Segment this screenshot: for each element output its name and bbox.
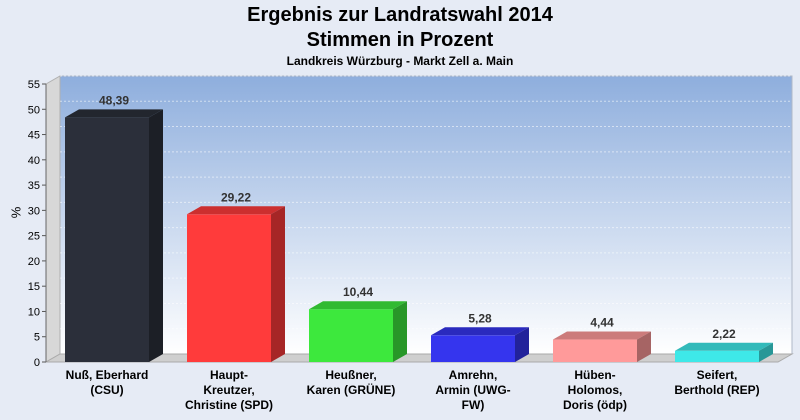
y-tick-label: 40 — [28, 155, 40, 167]
bar-value-label: 4,44 — [590, 316, 614, 330]
x-category-label-line: Seifert, — [696, 368, 738, 382]
chart-title: Ergebnis zur Landratswahl 2014 — [247, 4, 553, 26]
x-category-label: Haupt- Kreutzer, Christine (SPD) — [169, 368, 289, 413]
bar-0 — [65, 109, 163, 362]
left-wall — [45, 75, 61, 363]
x-category-label-line: Hüben- — [574, 368, 616, 382]
bar-side — [759, 342, 773, 362]
x-category-label-line: Kreutzer, — [203, 383, 255, 397]
bar-value-label: 10,44 — [343, 285, 373, 299]
bar-side — [393, 301, 407, 362]
x-category-label-line: Christine (SPD) — [184, 398, 273, 412]
x-category-label-line: Haupt- — [210, 368, 248, 382]
bar-front — [675, 350, 759, 362]
bar-front — [431, 335, 515, 362]
x-category-label-line: FW) — [461, 398, 485, 412]
y-tick-label: 0 — [34, 357, 40, 369]
x-category-label-line: Holomos, — [567, 383, 623, 397]
bar-top — [65, 109, 163, 118]
bar-front — [187, 214, 271, 362]
x-category-label: Heußner, Karen (GRÜNE) — [291, 368, 411, 398]
bar-top — [553, 331, 651, 340]
bar-top — [431, 327, 529, 336]
bar-front — [553, 339, 637, 362]
bar-side — [637, 331, 651, 362]
bar-top — [187, 206, 285, 215]
bar-value-label: 5,28 — [468, 311, 492, 325]
x-category-label-line: Doris (ödp) — [563, 398, 627, 412]
bar-5 — [675, 342, 773, 362]
bar-front — [65, 117, 149, 362]
bar-front — [309, 309, 393, 362]
y-tick-label: 35 — [28, 180, 40, 192]
y-tick-label: 20 — [28, 256, 40, 268]
x-category-label: Seifert, Berthold (REP) — [657, 368, 777, 398]
bar-value-label: 29,22 — [221, 190, 251, 204]
x-category-label: Hüben- Holomos, Doris (ödp) — [535, 368, 655, 413]
bar-1 — [187, 206, 285, 362]
y-tick-label: 45 — [28, 130, 40, 142]
x-category-label: Amrehn, Armin (UWG- FW) — [413, 368, 533, 413]
x-category-label-line: Amrehn, — [448, 368, 498, 382]
x-category-label: Nuß, Eberhard (CSU) — [47, 368, 167, 398]
y-tick-label: 5 — [34, 332, 40, 344]
chart-subtitle: Stimmen in Prozent — [306, 29, 494, 51]
bar-value-label: 2,22 — [712, 327, 736, 341]
bar-top — [675, 342, 773, 351]
y-tick-label: 50 — [28, 104, 40, 116]
y-tick-label: 25 — [28, 231, 40, 243]
bar-top — [309, 301, 407, 310]
x-category-label-line: Karen (GRÜNE) — [306, 383, 396, 397]
x-category-label-line: Berthold (REP) — [674, 383, 760, 397]
bar-value-label: 48,39 — [99, 93, 129, 107]
y-tick-label: 15 — [28, 281, 40, 293]
plot-background — [59, 75, 793, 355]
x-category-label-line: Armin (UWG- — [435, 383, 511, 397]
bar-side — [515, 327, 529, 362]
bar-side — [271, 206, 285, 362]
bar-2 — [309, 301, 407, 362]
bar-4 — [553, 331, 651, 362]
bar-3 — [431, 327, 529, 362]
y-tick-label: 55 — [28, 79, 40, 91]
x-category-label-line: Heußner, — [325, 368, 377, 382]
x-category-label-line: Nuß, Eberhard — [65, 368, 149, 382]
y-tick-label: 10 — [28, 306, 40, 318]
x-category-label-line: (CSU) — [90, 383, 124, 397]
y-tick-label: 30 — [28, 205, 40, 217]
chart-caption: Landkreis Würzburg - Markt Zell a. Main — [286, 54, 514, 68]
bar-side — [149, 109, 163, 362]
